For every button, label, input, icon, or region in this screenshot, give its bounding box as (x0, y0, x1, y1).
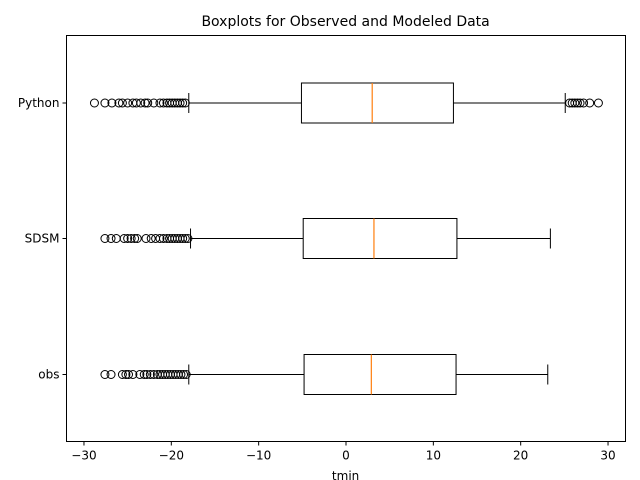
outlier-point (145, 370, 155, 379)
y-tick-label: Python (18, 96, 60, 110)
y-axis: obs SDSM Python (18, 96, 67, 382)
outlier-point (178, 234, 188, 243)
outlier-point (132, 234, 142, 243)
outlier-point (117, 98, 127, 108)
outlier-point (123, 234, 133, 243)
outlier-point (143, 98, 153, 108)
x-tick-label: −20 (159, 449, 184, 463)
outlier-point (135, 370, 145, 379)
outlier-point (575, 98, 585, 108)
box-sdsm (100, 218, 551, 259)
outlier-point (106, 234, 116, 243)
outlier-point (114, 98, 124, 108)
iqr-box (300, 82, 454, 124)
outlier-point (111, 234, 121, 243)
outlier-point (123, 98, 133, 108)
outlier-point (141, 234, 151, 243)
x-tick-label: 10 (426, 449, 441, 463)
outlier-point (149, 370, 159, 379)
outlier-point (175, 98, 185, 108)
outlier-point (126, 234, 136, 243)
outlier-point (183, 234, 193, 243)
outlier-point (131, 98, 141, 108)
box-python (89, 82, 603, 124)
outlier-point (106, 370, 116, 379)
outlier-point (121, 370, 131, 379)
plot-area (89, 82, 603, 395)
outlier-point (139, 370, 149, 379)
outlier-point (128, 370, 138, 379)
outlier-point (146, 234, 156, 243)
outlier-point (158, 234, 168, 243)
outlier-point (124, 370, 134, 379)
outlier-point (585, 98, 595, 108)
outlier-point (178, 98, 188, 108)
outlier-point (100, 370, 110, 379)
outlier-point (89, 98, 99, 108)
outlier-point (117, 370, 127, 379)
x-tick-label: −10 (246, 449, 271, 463)
outlier-point (158, 98, 168, 108)
x-tick-label: −30 (71, 449, 96, 463)
chart-title: Boxplots for Observed and Modeled Data (201, 14, 489, 30)
box-obs (100, 354, 549, 395)
outlier-point (136, 98, 146, 108)
outlier-point (119, 234, 129, 243)
x-tick-label: 20 (513, 449, 528, 463)
outlier-point (100, 98, 110, 108)
y-tick-label: SDSM (25, 232, 60, 246)
outlier-point (579, 98, 589, 108)
outlier-point (179, 370, 189, 379)
outlier-point (142, 370, 152, 379)
iqr-box (302, 218, 458, 259)
outlier-point (130, 234, 140, 243)
x-tick-label: 0 (342, 449, 350, 463)
y-tick-label: obs (38, 368, 59, 382)
outlier-point (149, 98, 159, 108)
outlier-point (140, 98, 150, 108)
outlier-point (572, 98, 582, 108)
x-tick-label: 30 (600, 449, 615, 463)
outlier-point (181, 370, 191, 379)
outlier-point (593, 98, 603, 108)
outlier-point (180, 98, 190, 108)
x-axis-label: tmin (332, 469, 359, 480)
outlier-point (180, 234, 190, 243)
outlier-point (570, 98, 580, 108)
iqr-box (303, 354, 457, 395)
outlier-point (107, 98, 117, 108)
outlier-point (176, 370, 186, 379)
outlier-point (155, 98, 165, 108)
x-axis: −30 −20 −10 0 10 20 30 (71, 441, 616, 463)
outlier-point (155, 234, 165, 243)
outlier-point (100, 234, 110, 243)
